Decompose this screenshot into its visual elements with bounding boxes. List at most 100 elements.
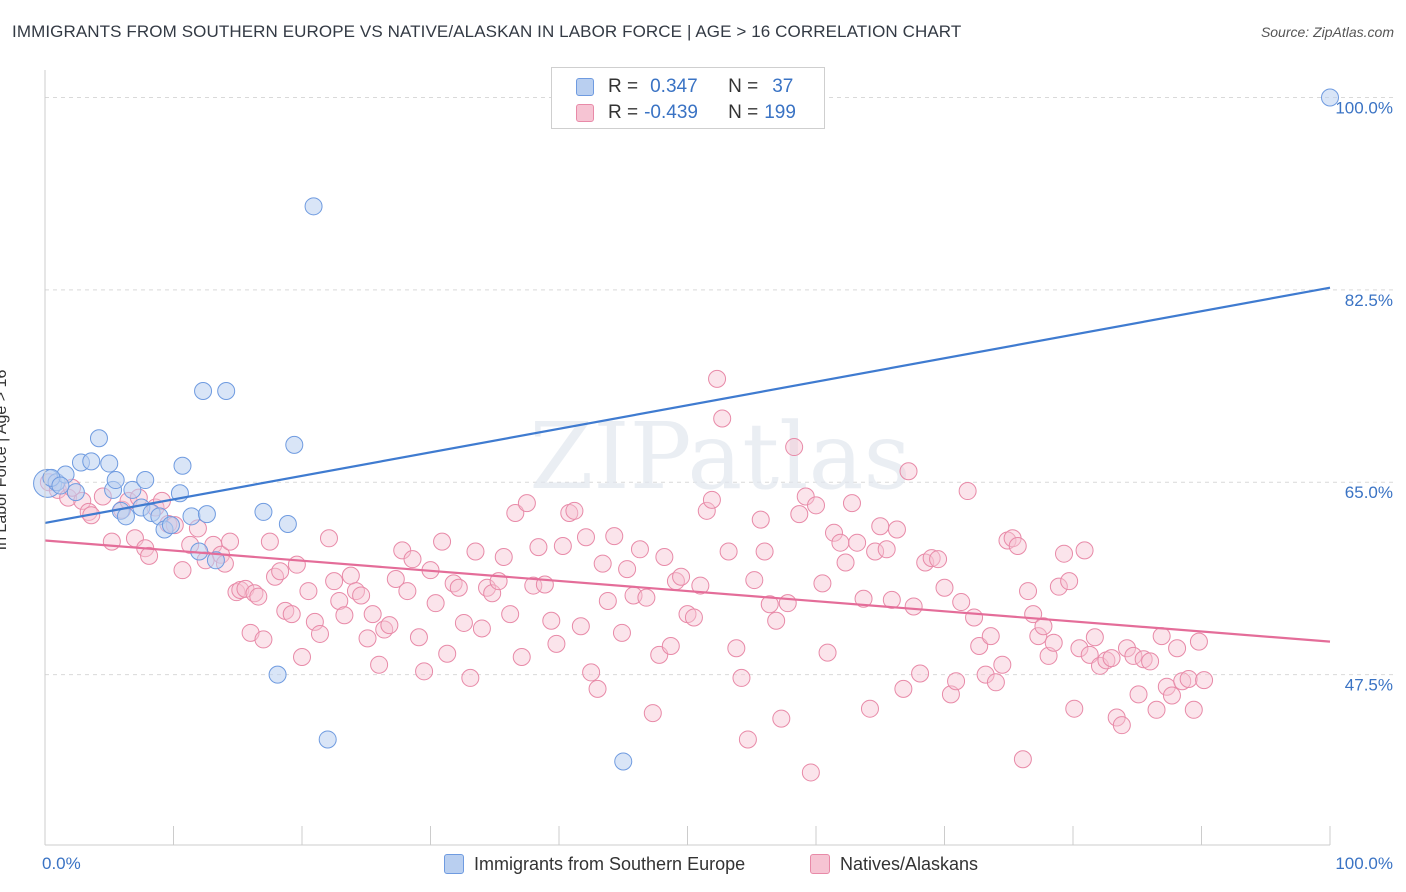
point-natives — [807, 496, 825, 515]
point-natives — [755, 542, 774, 561]
point-natives — [877, 540, 896, 559]
point-natives — [1152, 627, 1171, 646]
point-natives — [605, 527, 624, 546]
point-natives — [426, 594, 445, 613]
point-natives — [981, 627, 1000, 646]
point-natives — [1179, 670, 1198, 689]
y-tick-label: 47.5% — [1345, 676, 1393, 695]
point-immigrants — [217, 381, 236, 400]
point-natives — [1044, 633, 1063, 652]
point-natives — [661, 637, 680, 656]
point-natives — [305, 612, 324, 631]
point-natives — [935, 578, 954, 597]
point-natives — [836, 553, 855, 572]
legend-row-immigrants: R = 0.347 N = 37 — [576, 75, 793, 99]
point-natives — [466, 542, 485, 561]
point-immigrants — [136, 471, 155, 490]
point-natives — [1075, 541, 1094, 560]
point-natives — [1184, 700, 1203, 719]
point-immigrants — [100, 454, 119, 473]
point-natives — [478, 578, 497, 597]
bottom-legend-immigrants[interactable]: Immigrants from Southern Europe — [444, 852, 745, 876]
point-natives — [1060, 572, 1079, 591]
point-natives — [637, 588, 656, 607]
point-natives — [472, 619, 491, 638]
point-natives — [415, 662, 434, 681]
point-natives — [894, 679, 913, 698]
point-natives — [697, 501, 716, 520]
point-natives — [398, 582, 417, 601]
point-natives — [325, 572, 344, 591]
point-natives — [801, 763, 820, 782]
point-immigrants — [116, 507, 135, 526]
point-natives — [1034, 617, 1053, 636]
point-natives — [1195, 671, 1214, 690]
point-natives — [293, 648, 311, 667]
point-natives — [772, 709, 791, 728]
legend-swatch-blue — [576, 78, 594, 96]
legend-row-natives: R = -0.439 N = 199 — [576, 101, 796, 125]
point-immigrants — [182, 507, 201, 526]
source-credit: Source: ZipAtlas.com — [1260, 24, 1394, 40]
point-natives — [524, 576, 543, 595]
point-natives — [630, 540, 649, 559]
point-natives — [842, 494, 861, 513]
point-natives — [588, 679, 607, 698]
point-natives — [582, 663, 601, 682]
point-natives — [173, 561, 192, 580]
point-natives — [691, 576, 710, 595]
legend-r-value: -0.439 — [644, 102, 698, 123]
point-natives — [672, 567, 691, 586]
point-natives — [882, 590, 901, 609]
point-natives — [952, 593, 971, 612]
point-natives — [684, 608, 703, 627]
point-natives — [438, 644, 457, 663]
point-natives — [409, 628, 428, 647]
point-immigrants — [173, 456, 192, 475]
point-natives — [618, 560, 637, 579]
point-natives — [461, 668, 480, 687]
point-natives — [1102, 649, 1121, 668]
legend-swatch-pink — [576, 104, 594, 122]
point-natives — [899, 462, 918, 481]
point-natives — [848, 533, 867, 552]
point-natives — [287, 555, 306, 574]
point-natives — [370, 655, 389, 674]
point-natives — [593, 554, 612, 573]
point-natives — [341, 566, 360, 585]
point-natives — [1112, 716, 1131, 735]
point-immigrants — [304, 197, 323, 216]
point-immigrants — [285, 435, 304, 454]
point-immigrants — [106, 471, 125, 490]
point-natives — [702, 490, 721, 509]
point-natives — [727, 639, 746, 658]
point-natives — [1141, 652, 1160, 671]
trendline-immigrants — [44, 286, 1331, 524]
point-natives — [221, 532, 240, 551]
point-natives — [1117, 639, 1136, 658]
point-natives — [655, 547, 674, 566]
point-natives — [708, 369, 727, 388]
watermark: ZIPatlas — [529, 403, 910, 510]
point-natives — [871, 517, 890, 536]
bottom-legend-natives[interactable]: Natives/Alaskans — [810, 852, 978, 876]
point-natives — [813, 574, 832, 593]
point-natives — [911, 664, 930, 683]
point-natives — [612, 623, 631, 642]
point-natives — [271, 562, 290, 581]
point-natives — [904, 597, 923, 616]
point-natives — [1189, 632, 1208, 651]
point-natives — [576, 528, 595, 547]
point-natives — [767, 611, 786, 630]
point-natives — [140, 546, 159, 565]
point-natives — [1070, 639, 1089, 658]
point-natives — [571, 617, 590, 636]
point-immigrants — [123, 480, 142, 499]
point-immigrants — [278, 515, 297, 534]
point-natives — [785, 438, 804, 457]
chart-title: IMMIGRANTS FROM SOUTHERN EUROPE VS NATIV… — [12, 22, 962, 41]
point-natives — [1049, 577, 1068, 596]
point-natives — [986, 673, 1005, 692]
point-natives — [958, 482, 977, 501]
